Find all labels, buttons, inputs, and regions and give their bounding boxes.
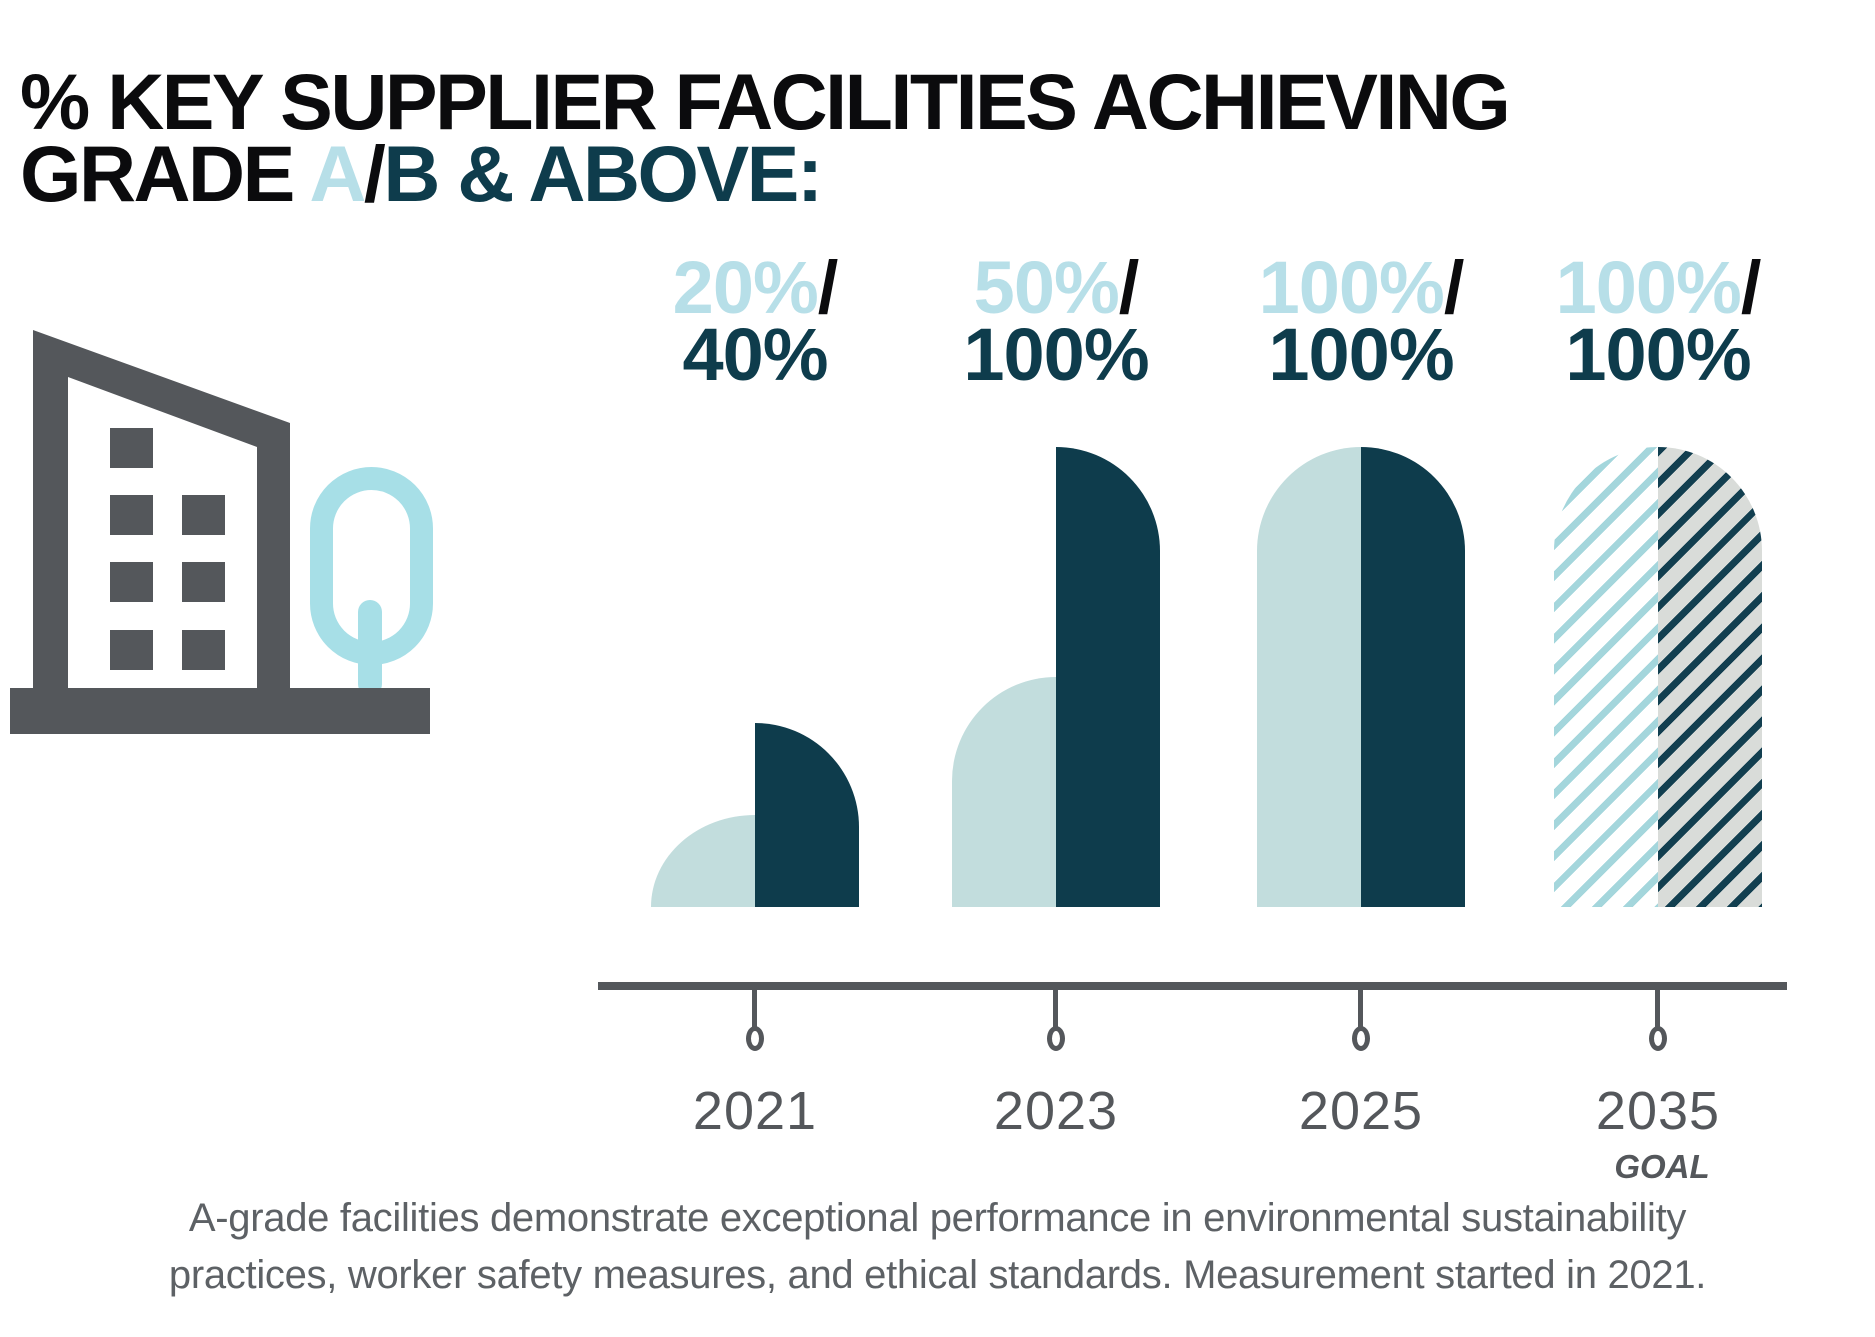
value-2025-dark: 100% (1268, 313, 1454, 396)
title-line-1: % KEY SUPPLIER FACILITIES ACHIEVING (20, 57, 1511, 146)
tick-marker-2025 (1352, 1026, 1370, 1051)
bar-2025-grade-ab (1361, 447, 1465, 907)
tick-marker-2035 (1649, 1026, 1667, 1051)
year-label-2035: 2035 (1595, 1081, 1721, 1141)
bar-2023-grade-a (952, 677, 1056, 907)
building-and-tree-icon (10, 330, 433, 735)
bar-group-2021 (651, 447, 859, 907)
bar-2023-grade-ab (1056, 447, 1160, 907)
tick-stem-2023 (1053, 990, 1058, 1028)
value-label-2025: 100%/ 100% (1259, 251, 1465, 392)
footnote-line-2: practices, worker safety measures, and e… (168, 1253, 1707, 1297)
title-slash: / (363, 129, 386, 218)
footnote-line-1: A-grade facilities demonstrate exception… (188, 1196, 1687, 1240)
bar-2025-grade-a (1257, 447, 1361, 907)
tick-marker-2023 (1047, 1026, 1065, 1051)
bar-2035-grade-a-goal (1554, 447, 1658, 907)
year-label-2023: 2023 (993, 1081, 1119, 1141)
bar-group-2035-goal (1554, 447, 1762, 907)
value-2023-dark: 100% (963, 313, 1149, 396)
title-grade-b-above: B & ABOVE: (383, 129, 823, 218)
goal-label: GOAL (1614, 1148, 1710, 1185)
value-label-2023: 50%/ 100% (963, 251, 1149, 392)
value-label-2035: 100%/ 100% (1556, 251, 1762, 392)
title-grade: GRADE (20, 129, 310, 218)
value-2025-slash: / (1443, 246, 1465, 329)
tick-stem-2035 (1655, 990, 1660, 1028)
ground-bar (10, 688, 430, 734)
bar-2035-grade-ab-goal (1658, 447, 1762, 907)
bar-group-2023 (952, 447, 1160, 907)
value-2035-slash: / (1740, 246, 1762, 329)
bar-2021-grade-ab (755, 723, 859, 907)
value-2025-light: 100% (1258, 246, 1445, 329)
value-2021-dark: 40% (682, 313, 828, 396)
tick-marker-2021 (746, 1026, 764, 1051)
value-label-2021: 20%/ 40% (673, 251, 839, 392)
building-outline (33, 330, 290, 688)
year-label-2025: 2025 (1298, 1081, 1424, 1141)
page-title: % KEY SUPPLIER FACILITIES ACHIEVING GRAD… (20, 57, 1511, 213)
tree-trunk (358, 600, 382, 696)
tick-stem-2021 (752, 990, 757, 1028)
value-2021-slash: / (817, 246, 839, 329)
title-grade-a: A (309, 129, 366, 218)
tick-stem-2025 (1358, 990, 1363, 1028)
value-2035-light: 100% (1555, 246, 1742, 329)
footnote: A-grade facilities demonstrate exception… (0, 1190, 1875, 1304)
value-2023-light: 50% (973, 246, 1120, 329)
year-label-2021: 2021 (692, 1081, 818, 1141)
title-line-2: GRADE A/B & ABOVE: (20, 134, 1508, 213)
value-2023-slash: / (1118, 246, 1140, 329)
timeline-axis (598, 982, 1787, 990)
bar-group-2025 (1257, 447, 1465, 907)
value-2021-light: 20% (672, 246, 819, 329)
value-2035-dark: 100% (1565, 313, 1751, 396)
bar-2021-grade-a (651, 815, 755, 907)
